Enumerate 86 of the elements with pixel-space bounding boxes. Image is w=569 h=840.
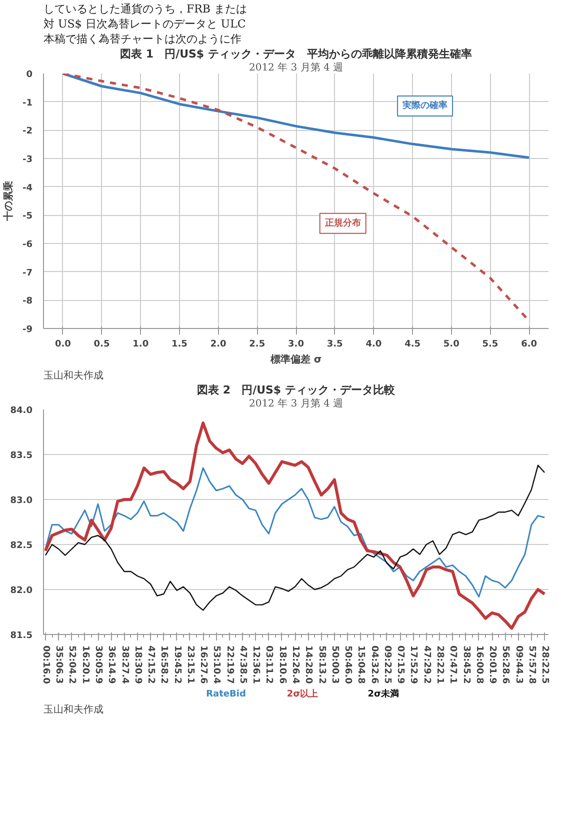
x-tick-label: 00:16.0 xyxy=(40,646,50,684)
y-tick-label: -9 xyxy=(22,325,32,335)
text: 正規分布 xyxy=(324,217,361,228)
text: 本稿で描く為替チャートは次のように作 xyxy=(44,32,242,46)
x-tick-label: 28:22.1 xyxy=(434,646,444,684)
x-tick-label: 52:04.2 xyxy=(66,646,77,684)
y-tick-label: 82.0 xyxy=(10,586,33,596)
x-tick-label: 3.0 xyxy=(288,340,304,350)
x-tick-label: 50:46.0 xyxy=(342,646,353,684)
x-tick-label: 22:19.7 xyxy=(224,646,234,684)
x-tick-label: 50:00.3 xyxy=(329,646,340,684)
x-tick-label: 6.0 xyxy=(521,340,538,350)
x-tick-label: 18:30.9 xyxy=(132,646,142,684)
x-tick-label: 23:15.1 xyxy=(184,646,195,684)
x-tick-label: 38:45.2 xyxy=(460,646,471,684)
chart-subtitle: 2012 年 3 月第 4 週 xyxy=(248,398,344,410)
x-tick-label: 47:15.2 xyxy=(146,646,156,684)
x-tick-label: 2.5 xyxy=(249,340,266,350)
y-tick-label: -3 xyxy=(22,155,32,165)
x-tick-label: 09:22.5 xyxy=(382,646,392,684)
y-tick-label: 0 xyxy=(26,70,33,80)
x-tick-label: 47:29.2 xyxy=(421,646,432,684)
x-tick-label: 20:01.9 xyxy=(487,646,498,684)
chart-title: 図表 1 円/US$ ティック・データ 平均からの乖離以降累積発生確率 xyxy=(120,48,472,60)
x-tick-label: 0.5 xyxy=(94,340,110,350)
text: RateBid xyxy=(206,690,246,700)
y-tick-label: -5 xyxy=(22,212,32,222)
x-tick-label: 5.5 xyxy=(482,340,498,350)
x-tick-label: 47:38.5 xyxy=(237,646,248,684)
y-tick-label: 83.5 xyxy=(10,451,33,461)
x-tick-label: 5.0 xyxy=(443,340,460,350)
y-tick-label: -7 xyxy=(22,268,32,278)
x-tick-label: 03:11.2 xyxy=(264,646,274,684)
x-tick-label: 16:58.2 xyxy=(158,646,169,684)
chart-subtitle: 2012 年 3 月第 4 週 xyxy=(248,62,344,74)
x-tick-label: 07:15.9 xyxy=(395,646,406,684)
text: しているとした通貨のうち，FRB または xyxy=(44,2,247,16)
y-tick-label: 82.5 xyxy=(10,541,33,551)
x-tick-label: 35:06.3 xyxy=(54,646,64,684)
x-tick-label: 57:57.8 xyxy=(526,646,536,684)
x-tick-label: 4.0 xyxy=(366,340,382,350)
text: 玉山和夫作成 xyxy=(44,704,104,716)
x-tick-label: 4.5 xyxy=(404,340,421,350)
x-tick-label: 2.0 xyxy=(210,340,226,350)
text: 2σ以上 xyxy=(286,688,318,700)
x-tick-label: 28:22.5 xyxy=(540,646,550,684)
x-tick-label: 1.5 xyxy=(171,340,188,350)
x-tick-label: 16:20.1 xyxy=(80,646,90,684)
x-tick-label: 07:47.1 xyxy=(448,646,458,684)
x-tick-label: 12:36.1 xyxy=(250,646,261,684)
chart-title: 図表 2 円/US$ ティック・データ比較 xyxy=(197,384,396,396)
text: 2σ未満 xyxy=(368,688,399,700)
text: 対 US$ 日次為替レートのデータと ULC xyxy=(44,18,246,30)
text: 実際の確率 xyxy=(402,100,448,112)
x-tick-label: 04:32.6 xyxy=(368,646,379,684)
y-tick-label: 84.0 xyxy=(10,406,33,416)
x-tick-label: 53:10.4 xyxy=(211,646,222,684)
x-tick-label: 36:14.9 xyxy=(106,646,116,684)
x-tick-label: 38:27.4 xyxy=(119,646,130,684)
text: 玉山和夫作成 xyxy=(44,370,104,382)
line-series xyxy=(44,422,546,630)
y-axis-title: 十の累乗 xyxy=(2,181,14,222)
y-tick-label: -1 xyxy=(22,98,32,108)
y-tick-label: 81.5 xyxy=(10,631,33,641)
y-tick-label: -6 xyxy=(22,240,32,250)
x-tick-label: 15:04.8 xyxy=(356,646,366,684)
x-tick-label: 3.5 xyxy=(326,340,343,350)
x-tick-label: 56:28.6 xyxy=(500,646,510,684)
x-tick-label: 14:28.0 xyxy=(303,646,314,684)
x-tick-label: 16:27.6 xyxy=(198,646,208,684)
x-tick-label: 12:26.4 xyxy=(290,646,300,684)
line-series xyxy=(62,74,530,159)
y-tick-label: -2 xyxy=(22,126,32,137)
x-tick-label: 1.0 xyxy=(132,340,149,350)
x-axis-title: 標準偏差 σ xyxy=(269,354,322,366)
x-tick-label: 18:10.6 xyxy=(276,646,287,684)
y-tick-label: -8 xyxy=(22,296,32,307)
x-tick-label: 30:05.9 xyxy=(93,646,104,684)
x-tick-label: 17:52.9 xyxy=(408,646,418,684)
x-tick-label: 09:44.3 xyxy=(513,646,524,684)
x-tick-label: 0.0 xyxy=(54,340,71,350)
x-tick-label: 19:45.2 xyxy=(172,646,182,684)
x-tick-label: 58:13.2 xyxy=(316,646,326,684)
y-tick-label: 83.0 xyxy=(10,496,33,506)
y-tick-label: -4 xyxy=(22,183,32,194)
x-tick-label: 16:00.8 xyxy=(474,646,484,684)
